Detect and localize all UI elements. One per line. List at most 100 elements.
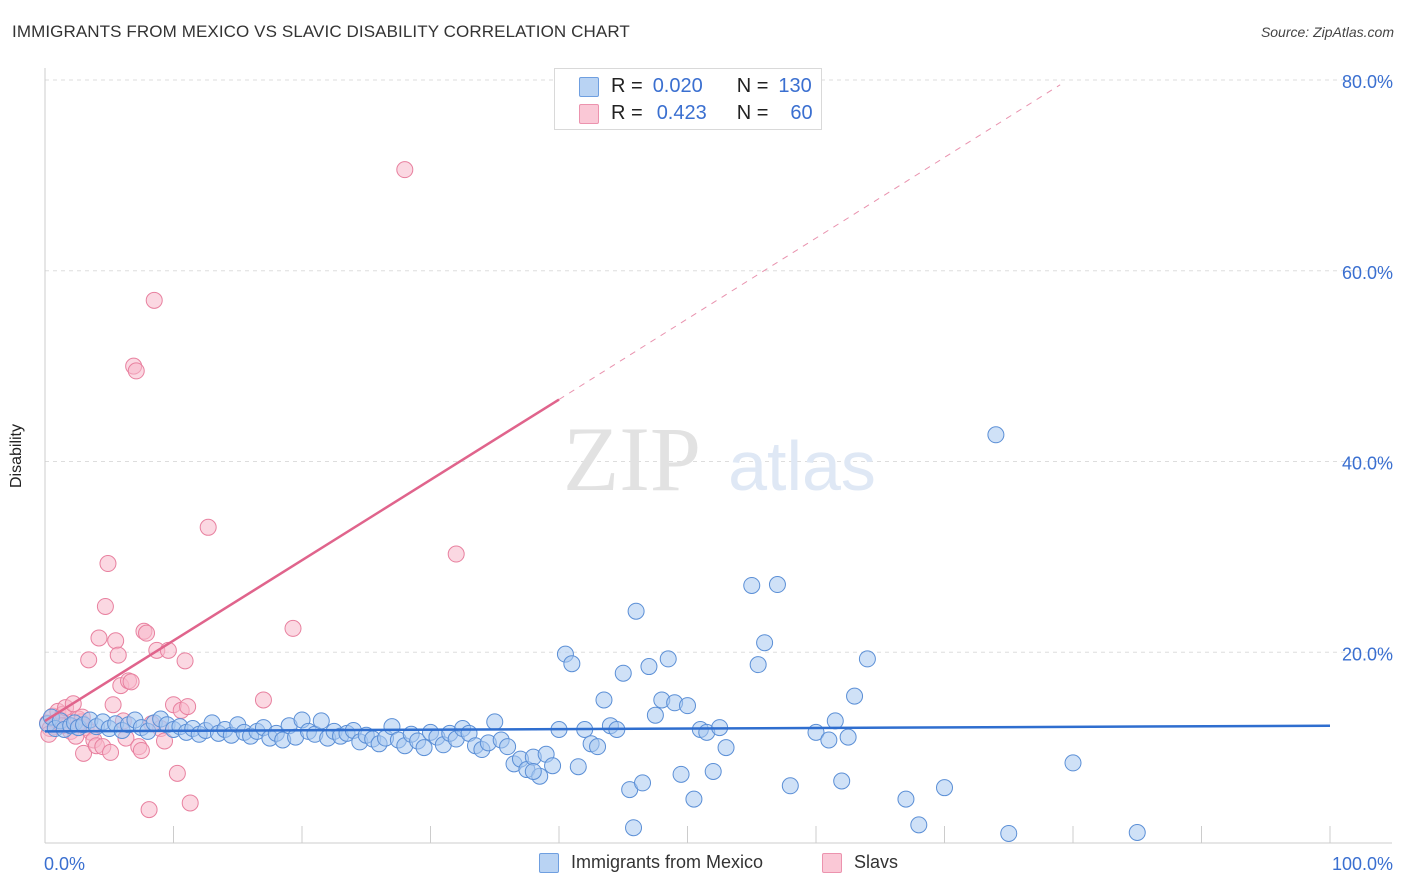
y-tick-label: 60.0% (1342, 263, 1393, 283)
x-tick-label-right: 100.0% (1332, 854, 1393, 874)
correlation-legend: R = 0.020 N = 130 R = 0.423 N = 60 (554, 68, 822, 130)
legend-row-mexico: R = 0.020 N = 130 (579, 75, 812, 98)
mexico-point (717, 739, 735, 757)
slavs-point (168, 764, 186, 782)
mexico-point (634, 774, 652, 792)
slavs-point (127, 362, 145, 380)
mexico-point (659, 650, 677, 668)
mexico-point (936, 779, 953, 797)
legend-n-value: 130 (778, 75, 812, 97)
mexico-point (679, 697, 696, 715)
slavs-point (140, 801, 158, 819)
mexico-point (1128, 824, 1146, 842)
slavs-point (75, 744, 93, 762)
legend-item-mexico[interactable]: Immigrants from Mexico (539, 852, 763, 873)
legend-n-label: N = (736, 102, 769, 124)
legend-swatch-mexico (539, 852, 559, 873)
slavs-point (107, 632, 125, 650)
legend-row-slavs: R = 0.423 N = 60 (579, 102, 813, 125)
mexico-point (614, 664, 632, 682)
mexico-point (858, 650, 876, 668)
source-credit: Source: ZipAtlas.com (1260, 24, 1394, 40)
mexico-point (589, 738, 607, 756)
slavs-point (181, 794, 199, 812)
slavs-point (138, 624, 156, 642)
gridlines (45, 79, 1392, 653)
slavs-point (284, 619, 302, 637)
legend-swatch-slavs (822, 852, 842, 873)
legend-r-value: 0.020 (652, 75, 703, 97)
mexico-point (627, 602, 645, 620)
chart-title: IMMIGRANTS FROM MEXICO VS SLAVIC DISABIL… (12, 22, 630, 41)
mexico-point (563, 655, 581, 673)
legend-n-label: N = (736, 75, 769, 97)
mexico-point (544, 757, 562, 775)
series-legend: Immigrants from Mexico Slavs (0, 852, 1406, 878)
mexico-point (826, 712, 844, 730)
mexico-point (846, 687, 864, 705)
legend-label-mexico: Immigrants from Mexico (571, 852, 764, 872)
mexico-point (743, 576, 761, 594)
legend-r-label: R = (611, 75, 643, 97)
mexico-point (756, 634, 774, 652)
slavs-point (199, 518, 217, 536)
mexico-point (312, 712, 330, 730)
slavs-point (102, 743, 120, 761)
tick-labels: 20.0% 40.0% 60.0% 80.0% 0.0% 100.0% (44, 72, 1393, 874)
mexico-point (415, 739, 433, 757)
y-tick-label: 40.0% (1342, 454, 1393, 474)
slavs-trend-extension (558, 84, 1061, 400)
legend-swatch-mexico (579, 76, 599, 97)
mexico-point (839, 728, 857, 746)
slavs-trend-line (44, 398, 560, 722)
mexico-point (704, 762, 722, 780)
mexico-point (524, 762, 542, 780)
slavs-point (99, 555, 117, 573)
mexico-point (833, 772, 851, 790)
slavs-point (447, 545, 465, 563)
mexico-point (781, 777, 799, 795)
mexico-point (672, 765, 690, 783)
mexico-point (768, 576, 786, 594)
mexico-point (987, 426, 1005, 444)
legend-r-value: 0.423 (656, 102, 707, 124)
slavs-point (145, 291, 163, 309)
mexico-point (646, 706, 664, 724)
mexico-point (569, 758, 587, 776)
mexico-point (499, 738, 517, 756)
legend-label-slavs: Slavs (854, 852, 899, 872)
legend-r-label: R = (611, 102, 643, 124)
slavs-point (90, 629, 108, 647)
slavs-point (254, 691, 272, 709)
watermark-atlas: atlas (728, 427, 876, 505)
y-tick-label: 20.0% (1342, 644, 1393, 664)
mexico-point (486, 713, 504, 731)
mexico-point (1064, 754, 1082, 772)
slavs-point (104, 696, 122, 714)
mexico-point (910, 816, 928, 834)
slavs-point (176, 652, 194, 670)
watermark-zip: ZIP (563, 408, 701, 510)
mexico-point (640, 658, 658, 676)
slavs-point (156, 732, 174, 750)
mexico-point (1000, 824, 1018, 842)
legend-item-slavs[interactable]: Slavs (822, 852, 898, 873)
x-tick-label-left: 0.0% (44, 854, 85, 874)
legend-swatch-slavs (579, 103, 599, 124)
mexico-point (625, 819, 643, 837)
y-tick-label: 80.0% (1342, 72, 1393, 92)
slavs-point (396, 161, 414, 179)
slavs-point (122, 673, 140, 691)
mexico-point (820, 731, 838, 749)
slavs-point (80, 651, 98, 669)
mexico-trend-line (44, 724, 1331, 733)
legend-n-value: 60 (790, 102, 813, 124)
mexico-point (595, 691, 613, 709)
mexico-point (897, 790, 915, 808)
mexico-point (749, 656, 767, 674)
slavs-point (132, 741, 150, 759)
slavs-point (96, 597, 114, 615)
trend-lines (44, 84, 1331, 733)
mexico-point (685, 790, 703, 808)
